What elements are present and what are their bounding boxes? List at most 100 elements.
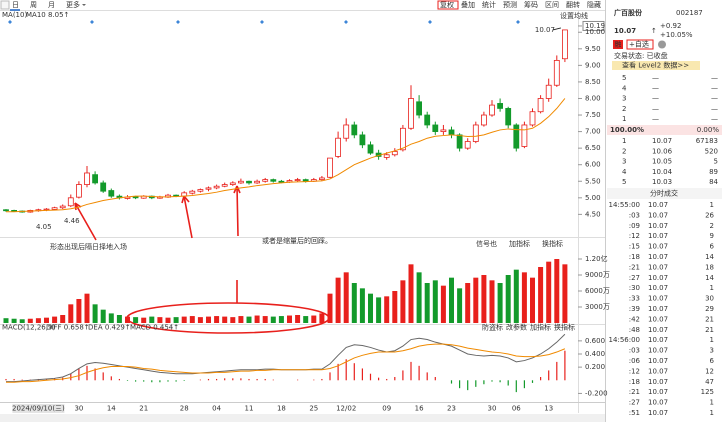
y-tick-label: 6000万 [585, 287, 610, 295]
volume-bar [327, 293, 333, 323]
volume-bar [319, 313, 325, 323]
y-tick-label: 6.50 [585, 144, 601, 152]
buy-level: 2 [622, 147, 626, 155]
y-tick-label: 5.50 [585, 177, 601, 185]
price-note: 4.05 [36, 223, 52, 231]
volume-bar [11, 318, 17, 323]
volume-bar [133, 317, 139, 323]
y-tick-label: 10.00 [585, 28, 605, 36]
candle-body [229, 182, 236, 185]
candle-body [76, 184, 82, 198]
trade-price: 10.07 [648, 315, 668, 323]
candle-body [189, 190, 196, 194]
candle-body [480, 114, 487, 126]
marker [260, 20, 264, 24]
sell-price: — [652, 95, 659, 103]
volume-bar [278, 316, 284, 323]
tool-button[interactable]: 复权 [440, 0, 454, 9]
candle-body [197, 189, 204, 192]
volume-bar [141, 317, 147, 323]
y-tick-label: 0.400 [585, 350, 605, 358]
sell-volume: — [711, 74, 718, 82]
candle-body [367, 144, 374, 154]
x-tick-label: 06 [512, 405, 521, 413]
candle-body [545, 84, 552, 99]
panel-tool[interactable]: 改参数 [506, 323, 527, 332]
volume-bar [481, 275, 487, 323]
period-tab[interactable]: 更多 [66, 0, 80, 9]
price-note: 4.46 [64, 217, 80, 225]
sell-volume: — [711, 95, 718, 103]
volume-bar [84, 293, 90, 323]
trade-volume: 125 [701, 388, 714, 396]
tool-button[interactable]: 预测 [503, 0, 517, 9]
period-tab[interactable]: 周 [30, 1, 37, 9]
panel-tool[interactable]: 换指标 [542, 239, 563, 248]
candle-body [537, 98, 544, 113]
trade-volume: 9 [710, 232, 714, 240]
candle-body [359, 134, 366, 146]
volume-bar [424, 283, 430, 323]
period-tab[interactable]: 日 [12, 1, 19, 9]
volume-bar [262, 316, 268, 323]
buy-price: 10.03 [652, 178, 672, 186]
candle-body [456, 134, 463, 149]
badge[interactable]: +自选 [629, 40, 649, 49]
menu-icon[interactable] [0, 0, 10, 10]
trade-price: 10.07 [648, 357, 668, 365]
ma-setting[interactable]: 设置均线 [560, 11, 588, 20]
icon[interactable] [658, 40, 666, 49]
trade-volume: 18 [705, 263, 714, 271]
volume-bar [343, 272, 349, 323]
buy-level: 3 [622, 158, 626, 166]
trade-price: 10.07 [648, 305, 668, 313]
tool-button[interactable]: 叠加 [461, 0, 475, 9]
trade-volume: 2 [710, 222, 714, 230]
volume-bar [351, 283, 357, 323]
candle-body [513, 124, 520, 149]
volume-bar [335, 277, 341, 323]
buy-price: 10.04 [652, 168, 673, 176]
y-tick-label: 0.200 [585, 363, 605, 371]
y-tick-label: 7.00 [585, 128, 601, 136]
level2-banner[interactable] [612, 61, 700, 70]
candle-body [327, 157, 333, 178]
trade-time: :48 [629, 326, 640, 334]
candle-body [132, 196, 139, 199]
trade-price: 10.07 [648, 284, 668, 292]
panel-tool[interactable]: 信号也 [476, 239, 497, 248]
period-tab[interactable]: 月 [48, 1, 55, 9]
arrow [181, 195, 193, 239]
panel-tool[interactable]: 防盗标 [482, 323, 503, 332]
y-tick-label: -0.200 [585, 389, 608, 397]
tool-button[interactable]: 筹码 [524, 0, 538, 9]
buy-level: 4 [622, 168, 627, 176]
badge[interactable]: 融 [615, 40, 622, 49]
y-tick-label: 9.00 [585, 61, 601, 69]
level2-link[interactable]: 查看 Level2 数据>> [622, 61, 689, 70]
volume-bar [311, 315, 317, 323]
panel-tool[interactable]: 加指标 [509, 239, 530, 248]
tool-button[interactable]: 翻转 [566, 0, 580, 9]
buy-level: 5 [622, 178, 626, 186]
trade-volume: 29 [705, 305, 714, 313]
volume-bar [108, 313, 114, 323]
panel-tool[interactable]: 加指标 [530, 323, 551, 332]
volume-bar [270, 316, 276, 323]
tool-button[interactable]: 隐藏 [587, 0, 601, 9]
ma-label: MA(10) [2, 11, 27, 19]
volume-bar [562, 264, 568, 323]
tool-button[interactable]: 区间 [545, 1, 559, 9]
candle-body [246, 180, 252, 184]
volume-bar [100, 309, 106, 323]
panel-tool[interactable]: 换指标 [554, 323, 575, 332]
x-tick-label: 25 [309, 405, 318, 413]
candle-body [51, 207, 58, 210]
candle-body [100, 182, 107, 192]
trade-volume: 26 [705, 211, 714, 219]
tool-button[interactable]: 统计 [482, 0, 496, 9]
trade-time: 14:55:00 [609, 201, 640, 209]
y-tick-label: 9000万 [585, 271, 610, 279]
marker [90, 20, 94, 24]
